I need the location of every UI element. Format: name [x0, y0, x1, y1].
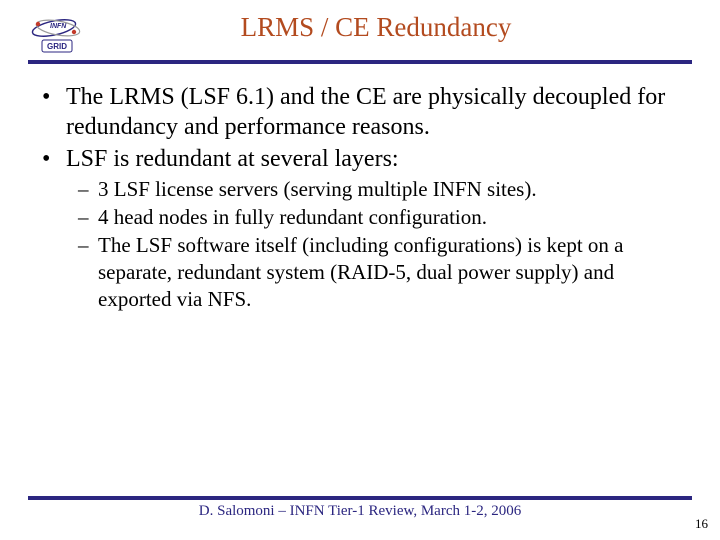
bullet-level2: –4 head nodes in fully redundant configu… — [36, 204, 684, 231]
bullet-text: The LSF software itself (including confi… — [98, 232, 684, 313]
bullet-text: 4 head nodes in fully redundant configur… — [98, 204, 684, 231]
header-row: INFN GRID LRMS / CE Redundancy — [28, 12, 692, 54]
bullet-marker: – — [78, 176, 98, 203]
footer-text: D. Salomoni – INFN Tier-1 Review, March … — [28, 503, 692, 520]
title-underline — [28, 60, 692, 64]
content-area: •The LRMS (LSF 6.1) and the CE are physi… — [28, 82, 692, 312]
footer-rule — [28, 496, 692, 500]
bullet-text: The LRMS (LSF 6.1) and the CE are physic… — [66, 82, 684, 142]
bullet-marker: – — [78, 232, 98, 313]
footer: D. Salomoni – INFN Tier-1 Review, March … — [28, 496, 692, 520]
bullet-text: 3 LSF license servers (serving multiple … — [98, 176, 684, 203]
bullet-level1: •The LRMS (LSF 6.1) and the CE are physi… — [36, 82, 684, 142]
bullet-text: LSF is redundant at several layers: — [66, 144, 684, 174]
bullet-marker: • — [36, 82, 66, 142]
slide: INFN GRID LRMS / CE Redundancy •The LRMS… — [0, 0, 720, 540]
bullet-level2: –3 LSF license servers (serving multiple… — [36, 176, 684, 203]
logo-top-text: INFN — [50, 23, 67, 30]
logo-bottom-text: GRID — [47, 42, 67, 51]
page-number: 16 — [695, 516, 708, 532]
bullet-marker: – — [78, 204, 98, 231]
logo: INFN GRID — [28, 14, 86, 54]
bullet-level1: •LSF is redundant at several layers: — [36, 144, 684, 174]
bullet-marker: • — [36, 144, 66, 174]
slide-title: LRMS / CE Redundancy — [100, 12, 692, 43]
bullet-level2: –The LSF software itself (including conf… — [36, 232, 684, 313]
